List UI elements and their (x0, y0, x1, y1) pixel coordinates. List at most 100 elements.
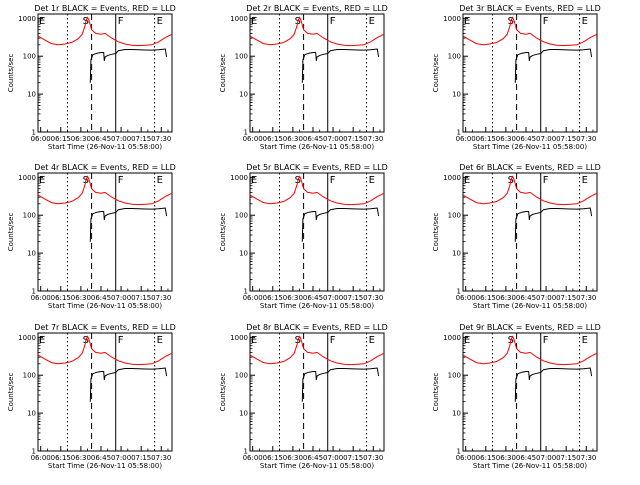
y-tick-label: 10 (239, 91, 248, 99)
x-tick-label: 07:15 (131, 135, 151, 143)
plot-frame (249, 332, 385, 452)
x-tick-label: 07:00 (536, 135, 556, 143)
x-tick-label: 06:00 (456, 294, 476, 302)
flag-label: F (118, 16, 124, 27)
plot-frame (249, 172, 385, 292)
x-tick-label: 06:00 (31, 135, 51, 143)
plot-frame (462, 13, 598, 133)
plot-frame (37, 172, 173, 292)
x-axis-label: Start Time (26-Nov-11 05:58:00) (260, 143, 374, 151)
x-tick-label: 06:30 (283, 135, 303, 143)
plot-title: Det 2r BLACK = Events, RED = LLD (246, 4, 388, 13)
flag-label: E (464, 175, 470, 186)
x-axis-label: Start Time (26-Nov-11 05:58:00) (473, 302, 587, 310)
plot-panel-1: Det 1r BLACK = Events, RED = LLD 1 10 100 10… (7, 4, 176, 151)
y-tick-label: 10 (452, 91, 461, 99)
x-tick-label: 06:15 (263, 135, 283, 143)
lld-series-line (37, 16, 173, 47)
x-axis-label: Start Time (26-Nov-11 05:58:00) (473, 143, 587, 151)
y-tick-label: 1000 (230, 174, 248, 182)
events-series-line (514, 367, 593, 402)
x-tick-label: 06:00 (31, 294, 51, 302)
lld-series-line (462, 335, 598, 366)
x-tick-label: 06:30 (71, 454, 91, 462)
x-tick-label: 07:00 (536, 454, 556, 462)
y-tick-label: 1000 (443, 334, 461, 342)
y-tick-label: 1000 (18, 174, 36, 182)
x-tick-label: 07:15 (556, 294, 576, 302)
flag-label: E (464, 16, 470, 27)
y-tick-label: 10 (27, 410, 36, 418)
y-tick-label: 1 (32, 288, 36, 296)
x-tick-label: 07:00 (323, 294, 343, 302)
y-tick-label: 100 (448, 53, 461, 61)
plot-title: Det 7r BLACK = Events, RED = LLD (34, 323, 176, 332)
x-axis-label: Start Time (26-Nov-11 05:58:00) (48, 302, 162, 310)
y-tick-label: 1 (32, 448, 36, 456)
flag-label: F (330, 175, 336, 186)
x-tick-label: 06:15 (263, 294, 283, 302)
x-axis-label: Start Time (26-Nov-11 05:58:00) (260, 462, 374, 470)
flag-label: E (582, 175, 588, 186)
plot-frame (462, 332, 598, 452)
x-tick-label: 06:45 (516, 454, 536, 462)
plot-frame (249, 13, 385, 133)
y-tick-label: 100 (448, 372, 461, 380)
x-tick-label: 06:45 (91, 135, 111, 143)
plot-panel-9: Det 9r BLACK = Events, RED = LLD 1 10 100 10… (432, 323, 601, 470)
x-tick-label: 06:15 (263, 454, 283, 462)
plot-title: Det 9r BLACK = Events, RED = LLD (459, 323, 601, 332)
flag-label: E (251, 16, 257, 27)
x-tick-label: 06:00 (31, 454, 51, 462)
events-series-line (89, 48, 168, 83)
x-tick-label: 07:00 (111, 454, 131, 462)
y-tick-label: 10 (239, 410, 248, 418)
flag-label: E (157, 335, 163, 346)
x-tick-label: 06:15 (476, 294, 496, 302)
x-tick-label: 06:15 (51, 135, 71, 143)
x-tick-label: 07:30 (576, 135, 596, 143)
flag-label: F (543, 16, 549, 27)
y-tick-label: 100 (23, 372, 36, 380)
y-tick-label: 100 (23, 53, 36, 61)
y-axis-label: Counts/sec (219, 213, 227, 252)
x-tick-label: 07:30 (576, 294, 596, 302)
events-series-line (301, 367, 380, 402)
x-axis-label: Start Time (26-Nov-11 05:58:00) (473, 462, 587, 470)
y-tick-label: 100 (448, 212, 461, 220)
x-tick-label: 07:30 (363, 135, 383, 143)
x-tick-label: 06:45 (303, 454, 323, 462)
x-tick-label: 06:15 (476, 454, 496, 462)
x-tick-label: 06:15 (51, 454, 71, 462)
plot-frame (37, 332, 173, 452)
y-axis-label: Counts/sec (219, 373, 227, 412)
lld-series-line (462, 16, 598, 47)
flag-label: F (330, 16, 336, 27)
x-tick-label: 07:00 (111, 135, 131, 143)
y-tick-label: 100 (235, 372, 248, 380)
plot-panel-2: Det 2r BLACK = Events, RED = LLD 1 10 100 10… (219, 4, 388, 151)
x-tick-label: 06:15 (51, 294, 71, 302)
y-tick-label: 1 (457, 129, 461, 137)
x-tick-label: 06:30 (71, 135, 91, 143)
x-tick-label: 07:30 (151, 294, 171, 302)
x-tick-label: 06:00 (456, 454, 476, 462)
y-axis-label: Counts/sec (432, 373, 440, 412)
plot-panel-4: Det 4r BLACK = Events, RED = LLD 1 10 100 10… (7, 163, 176, 310)
x-tick-label: 06:45 (303, 294, 323, 302)
events-series-line (89, 367, 168, 402)
plot-title: Det 6r BLACK = Events, RED = LLD (459, 163, 601, 172)
plot-title: Det 4r BLACK = Events, RED = LLD (34, 163, 176, 172)
y-tick-label: 10 (452, 410, 461, 418)
plot-title: Det 1r BLACK = Events, RED = LLD (34, 4, 176, 13)
y-tick-label: 100 (235, 53, 248, 61)
x-tick-label: 06:45 (516, 294, 536, 302)
flag-label: E (157, 175, 163, 186)
x-axis-label: Start Time (26-Nov-11 05:58:00) (48, 462, 162, 470)
x-tick-label: 06:30 (496, 454, 516, 462)
y-axis-label: Counts/sec (432, 54, 440, 93)
x-tick-label: 07:00 (111, 294, 131, 302)
x-tick-label: 07:15 (556, 135, 576, 143)
plot-panel-5: Det 5r BLACK = Events, RED = LLD 1 10 100 10… (219, 163, 388, 310)
